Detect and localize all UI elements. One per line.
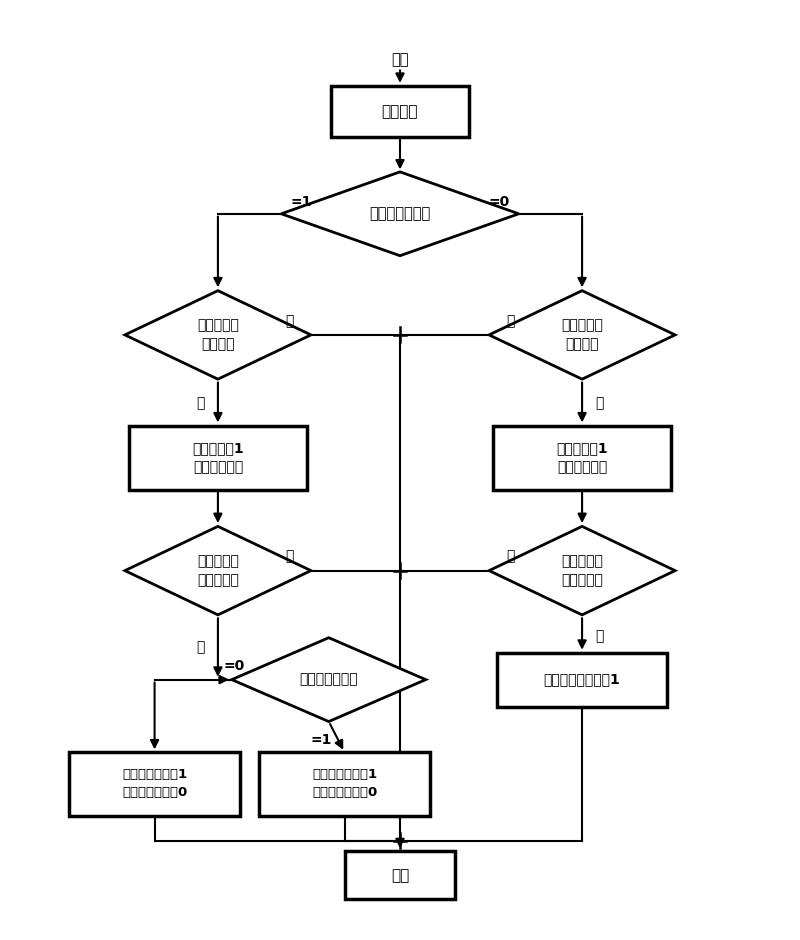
Text: =0: =0	[488, 195, 510, 209]
Text: 是: 是	[196, 396, 205, 410]
Text: 电流采样: 电流采样	[382, 103, 418, 118]
Text: 上升计时加1
下降计时清零: 上升计时加1 下降计时清零	[192, 441, 244, 475]
Text: 否: 否	[285, 314, 294, 328]
Polygon shape	[125, 290, 311, 379]
Text: 否: 否	[506, 549, 515, 563]
Text: 是否小于前
一电流值: 是否小于前 一电流值	[561, 318, 603, 352]
Text: 结束: 结束	[391, 868, 409, 883]
Text: 上升计时是
否达预设值: 上升计时是 否达预设值	[197, 554, 239, 588]
Bar	[330, 86, 470, 137]
Text: 中断: 中断	[391, 53, 409, 68]
Bar	[259, 752, 430, 816]
Polygon shape	[125, 526, 311, 615]
Text: 下降计时加1
上升计时清零: 下降计时加1 上升计时清零	[556, 441, 608, 475]
Text: 读运行方向标记: 读运行方向标记	[299, 673, 358, 686]
Bar	[70, 752, 240, 816]
Text: =1: =1	[310, 733, 331, 747]
Text: 是否大于前
一电流值: 是否大于前 一电流值	[197, 318, 239, 352]
Polygon shape	[282, 172, 518, 256]
Polygon shape	[489, 290, 675, 379]
Text: 否: 否	[506, 314, 515, 328]
Text: 波动有效计数加1
波形方向标志置0: 波动有效计数加1 波形方向标志置0	[312, 769, 378, 800]
Text: 波动有效计数减1
波形方向标志置0: 波动有效计数减1 波形方向标志置0	[122, 769, 187, 800]
Bar	[129, 426, 307, 490]
Bar	[345, 851, 455, 900]
Text: 读波形方向标志: 读波形方向标志	[370, 206, 430, 221]
Text: 是: 是	[595, 629, 604, 643]
Text: =0: =0	[223, 659, 244, 673]
Text: 是: 是	[595, 396, 604, 410]
Bar	[493, 426, 671, 490]
Polygon shape	[489, 526, 675, 615]
Text: =1: =1	[290, 195, 312, 209]
Bar	[497, 652, 667, 707]
Text: 是: 是	[196, 640, 205, 654]
Text: 波形方向标志设为1: 波形方向标志设为1	[544, 673, 621, 686]
Text: 下降计时是
否达预设值: 下降计时是 否达预设值	[561, 554, 603, 588]
Polygon shape	[232, 637, 426, 722]
Text: 否: 否	[285, 549, 294, 563]
